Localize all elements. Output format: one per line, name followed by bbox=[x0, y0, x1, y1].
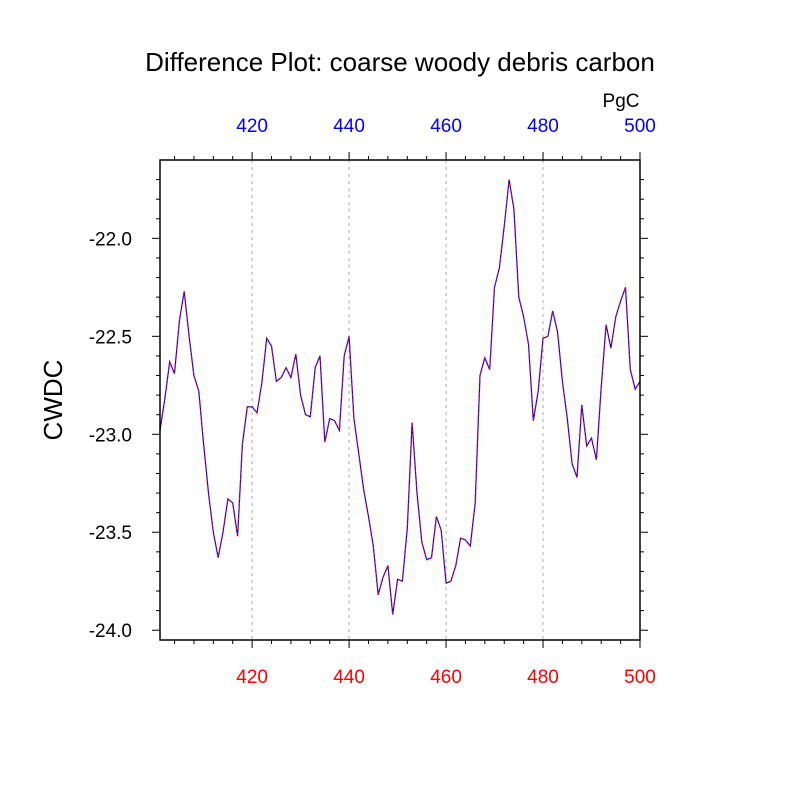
x-tick-label-top: 460 bbox=[430, 116, 462, 137]
y-tick-label: -22.5 bbox=[89, 327, 132, 348]
x-tick-label-top: 480 bbox=[527, 116, 559, 137]
series-line bbox=[159, 179, 641, 615]
x-tick-label-bottom: 480 bbox=[527, 667, 559, 688]
x-tick-label-bottom: 420 bbox=[236, 667, 268, 688]
series-line-solid bbox=[159, 179, 641, 615]
y-tick-label: -24.0 bbox=[89, 621, 132, 642]
y-tick-label: -22.0 bbox=[89, 229, 132, 250]
x-tick-label-bottom: 440 bbox=[333, 667, 365, 688]
chart-title: Difference Plot: coarse woody debris car… bbox=[145, 47, 655, 77]
x-tick-label-top: 500 bbox=[624, 116, 656, 137]
y-axis-label: CWDC bbox=[38, 360, 68, 441]
axis-ticks bbox=[152, 152, 648, 648]
units-label: PgC bbox=[603, 91, 640, 112]
x-tick-label-top: 440 bbox=[333, 116, 365, 137]
plot-frame bbox=[159, 159, 641, 641]
y-tick-label: -23.5 bbox=[89, 523, 132, 544]
x-tick-label-bottom: 460 bbox=[430, 667, 462, 688]
x-tick-label-top: 420 bbox=[236, 116, 268, 137]
tick-labels: 420 420 440 440 460 460 480 480 500 500 -22.0 -22.5… bbox=[89, 116, 656, 688]
y-tick-label: -23.0 bbox=[89, 425, 132, 446]
grid-lines bbox=[251, 160, 544, 640]
x-tick-label-bottom: 500 bbox=[624, 667, 656, 688]
series-line-dashed bbox=[159, 179, 641, 615]
